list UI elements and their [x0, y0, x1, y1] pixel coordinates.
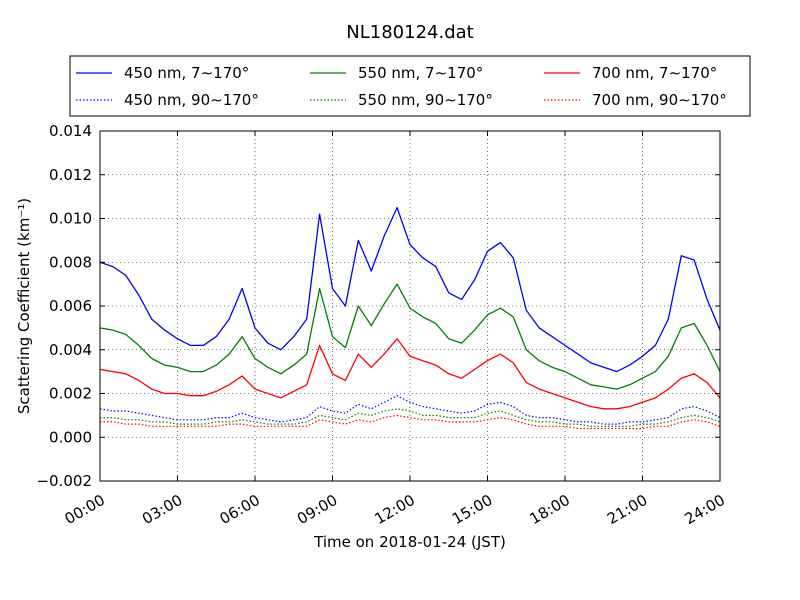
- legend-label: 700 nm, 90∼170°: [592, 91, 727, 109]
- y-tick-label: 0.004: [49, 341, 92, 359]
- y-tick-label: 0.002: [49, 385, 92, 403]
- x-tick-label: 18:00: [527, 491, 573, 528]
- x-tick-label: 15:00: [449, 491, 495, 528]
- series-layer: [99, 206, 721, 430]
- legend-label: 550 nm, 90∼170°: [358, 91, 493, 109]
- axis-ticks: 00:00 03:00 06:00 09:00 12:00 15:00 18:00 21:00…: [36, 122, 728, 528]
- y-tick-label: 0.010: [49, 210, 92, 228]
- legend-label: 550 nm, 7∼170°: [358, 64, 483, 82]
- series-line: [99, 338, 721, 410]
- grid-lines: [99, 130, 721, 482]
- legend: 450 nm, 7∼170° 450 nm, 90∼170° 550 nm, 7∼1…: [69, 55, 751, 117]
- x-tick-label: 00:00: [62, 491, 108, 528]
- y-tick-label: 0.012: [49, 166, 92, 184]
- y-tick-label: 0.006: [49, 297, 92, 315]
- x-tick-label: 12:00: [372, 491, 418, 528]
- x-tick-label: 09:00: [294, 491, 340, 528]
- x-tick-label: 21:00: [604, 491, 650, 528]
- y-tick-label: 0.008: [49, 253, 92, 271]
- series-line: [100, 408, 721, 427]
- x-tick-label: 24:00: [682, 491, 728, 528]
- chart-title: NL180124.dat: [346, 22, 473, 43]
- legend-box: [69, 55, 751, 117]
- y-axis-label: Scattering Coefficient (km⁻¹): [15, 198, 33, 414]
- legend-label: 450 nm, 7∼170°: [124, 64, 249, 82]
- x-tick-label: 06:00: [217, 491, 263, 528]
- legend-label: 700 nm, 7∼170°: [592, 64, 717, 82]
- x-axis-label: Time on 2018-01-24 (JST): [313, 533, 506, 551]
- y-tick-label: −0.002: [36, 472, 92, 490]
- legend-label: 450 nm, 90∼170°: [124, 91, 259, 109]
- series-line: [99, 395, 721, 425]
- series-line: [99, 283, 721, 390]
- series-line: [99, 206, 721, 373]
- y-tick-label: 0.014: [49, 122, 92, 140]
- y-tick-label: 0.000: [49, 428, 92, 446]
- x-tick-label: 03:00: [139, 491, 185, 528]
